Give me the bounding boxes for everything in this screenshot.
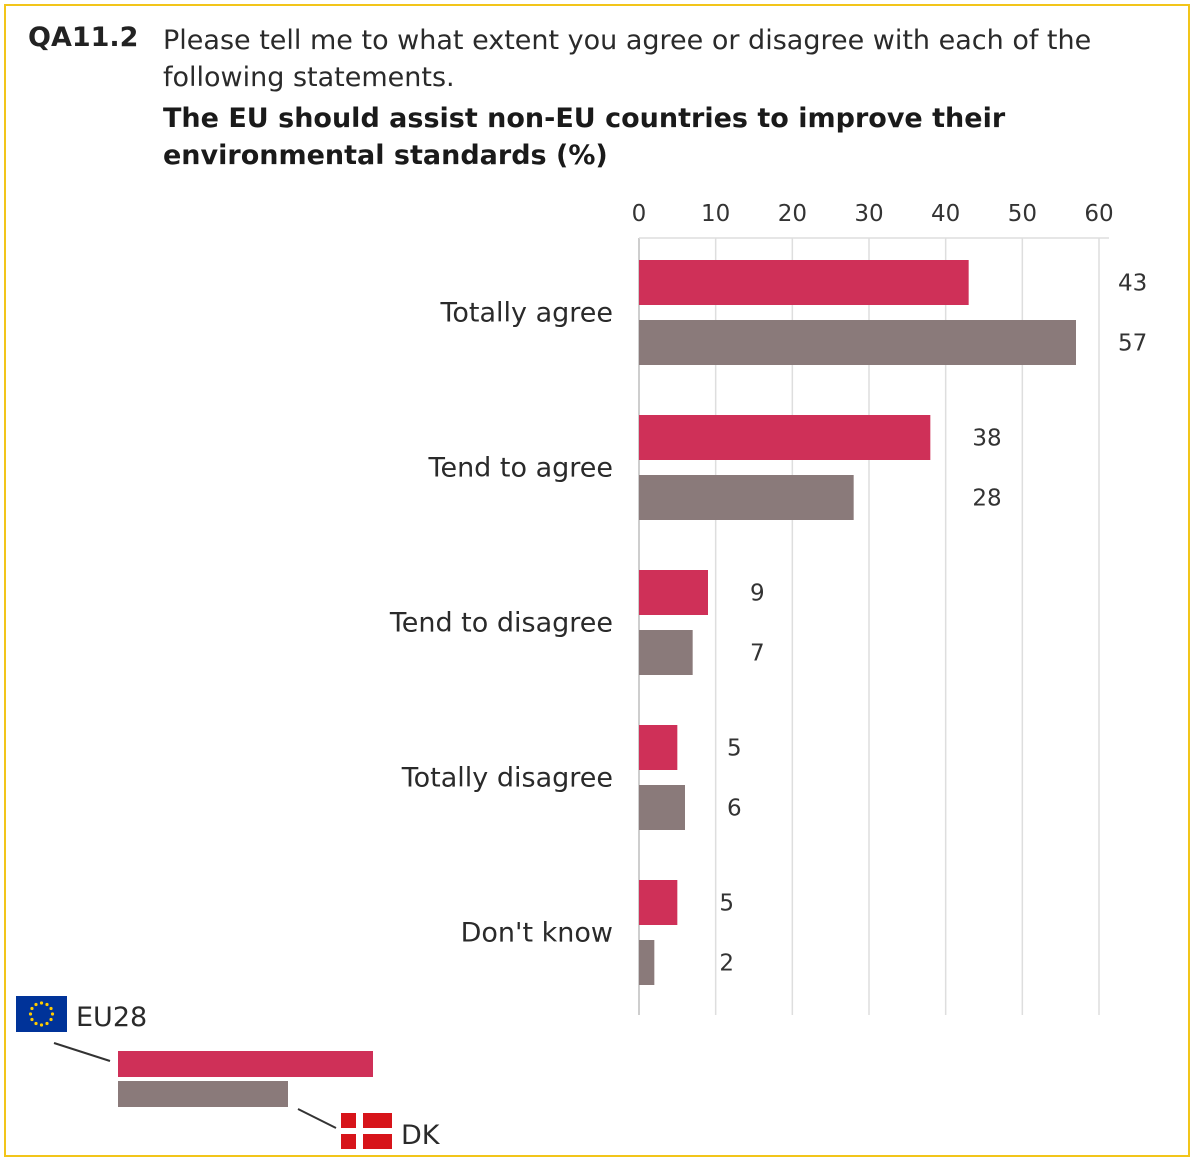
eu-flag-star (39, 1023, 44, 1027)
dk-flag-cross-h (341, 1128, 392, 1134)
category-label: Don't know (461, 918, 613, 949)
data-label: 5 (719, 891, 734, 917)
category-label: Tend to agree (428, 453, 613, 484)
eu-flag-star (30, 1006, 34, 1011)
chart-frame (4, 4, 1190, 1157)
x-tick-label: 20 (778, 201, 807, 227)
bar-dk (639, 940, 655, 985)
question-id: QA11.2 (28, 22, 139, 53)
x-tick-label: 30 (854, 201, 883, 227)
legend-connector (297, 1108, 337, 1129)
eu-flag-star (49, 1006, 53, 1011)
eu-flag-star (34, 1002, 38, 1007)
data-label: 38 (972, 426, 1001, 452)
category-label: Tend to disagree (389, 608, 613, 639)
data-label: 5 (727, 736, 742, 762)
category-label: Totally disagree (401, 763, 613, 794)
eu-flag-star (50, 1012, 55, 1016)
eu-flag-star (28, 1012, 33, 1016)
eu-flag-icon (16, 996, 67, 1032)
legend-label-eu28: EU28 (76, 1002, 147, 1033)
eu-flag-star (45, 1021, 49, 1026)
eu-flag-star (49, 1017, 53, 1022)
denmark-flag-icon (341, 1113, 392, 1149)
eu-flag-star (39, 1001, 44, 1005)
bar-eu28 (639, 725, 678, 770)
legend-label-dk: DK (401, 1120, 441, 1151)
x-tick-label: 10 (701, 201, 730, 227)
legend-swatch-eu28 (118, 1051, 373, 1077)
bar-eu28 (639, 880, 678, 925)
bar-eu28 (639, 260, 969, 305)
legend-swatch-dk (118, 1081, 288, 1107)
category-label: Totally agree (439, 298, 613, 329)
x-tick-label: 60 (1084, 201, 1113, 227)
chart-title: The EU should assist non-EU countries to… (163, 103, 1006, 171)
bar-eu28 (639, 570, 708, 615)
data-label: 2 (719, 951, 734, 977)
x-tick-label: 0 (632, 201, 647, 227)
eu-flag-star (30, 1017, 34, 1022)
bar-dk (639, 630, 693, 675)
data-label: 6 (727, 796, 742, 822)
bar-eu28 (639, 415, 931, 460)
bar-dk (639, 320, 1076, 365)
eu-flag-star (34, 1021, 38, 1026)
eu-flag-star (45, 1002, 49, 1007)
bar-dk (639, 475, 854, 520)
data-label: 28 (972, 486, 1001, 512)
x-tick-label: 50 (1008, 201, 1037, 227)
x-tick-label: 40 (931, 201, 960, 227)
question-text: Please tell me to what extent you agree … (163, 25, 1092, 93)
data-label: 57 (1118, 331, 1147, 357)
data-label: 7 (750, 641, 765, 667)
bar-dk (639, 785, 685, 830)
legend-connector (53, 1042, 111, 1062)
data-label: 9 (750, 581, 765, 607)
data-label: 43 (1118, 271, 1147, 297)
